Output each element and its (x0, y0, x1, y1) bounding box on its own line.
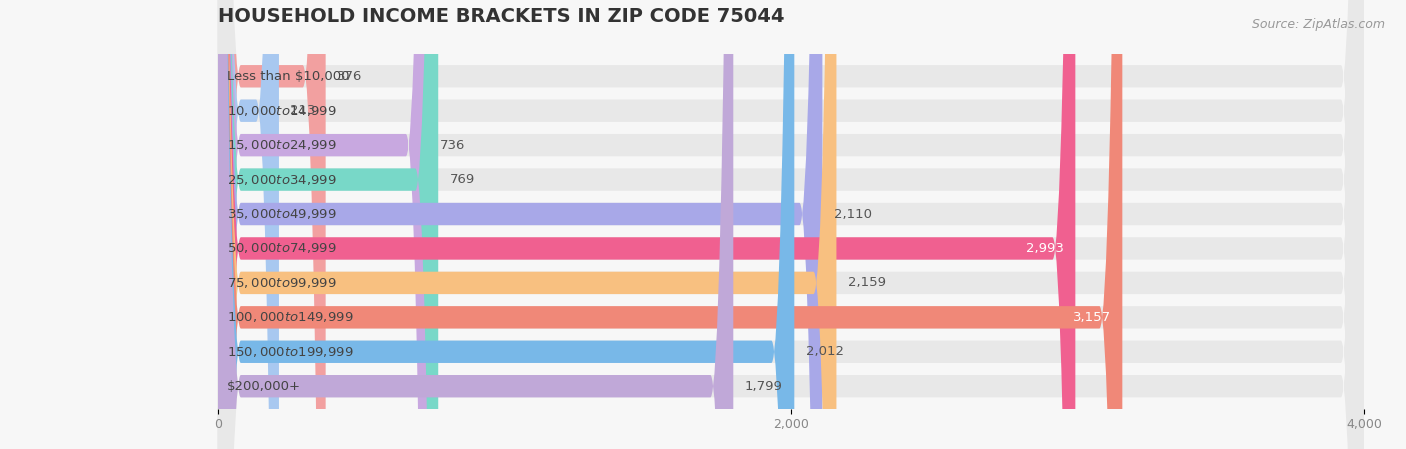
Text: 3,157: 3,157 (1073, 311, 1111, 324)
Text: $75,000 to $99,999: $75,000 to $99,999 (226, 276, 336, 290)
Text: $25,000 to $34,999: $25,000 to $34,999 (226, 172, 336, 187)
FancyBboxPatch shape (218, 0, 837, 449)
Text: $15,000 to $24,999: $15,000 to $24,999 (226, 138, 336, 152)
Text: 736: 736 (440, 139, 465, 152)
FancyBboxPatch shape (218, 0, 1076, 449)
FancyBboxPatch shape (218, 0, 1364, 449)
FancyBboxPatch shape (218, 0, 278, 449)
Text: 2,159: 2,159 (848, 277, 886, 290)
FancyBboxPatch shape (218, 0, 794, 449)
Text: 769: 769 (450, 173, 475, 186)
FancyBboxPatch shape (218, 0, 1364, 449)
Text: HOUSEHOLD INCOME BRACKETS IN ZIP CODE 75044: HOUSEHOLD INCOME BRACKETS IN ZIP CODE 75… (218, 6, 785, 26)
Text: Less than $10,000: Less than $10,000 (226, 70, 349, 83)
Text: 2,993: 2,993 (1026, 242, 1064, 255)
FancyBboxPatch shape (218, 0, 1364, 449)
Text: $200,000+: $200,000+ (226, 380, 301, 393)
Text: 213: 213 (291, 104, 316, 117)
Text: Source: ZipAtlas.com: Source: ZipAtlas.com (1251, 18, 1385, 31)
FancyBboxPatch shape (218, 0, 1364, 449)
FancyBboxPatch shape (218, 0, 823, 449)
FancyBboxPatch shape (218, 0, 1364, 449)
Text: $150,000 to $199,999: $150,000 to $199,999 (226, 345, 353, 359)
FancyBboxPatch shape (218, 0, 1122, 449)
Text: 1,799: 1,799 (745, 380, 783, 393)
FancyBboxPatch shape (218, 0, 1364, 449)
Text: $35,000 to $49,999: $35,000 to $49,999 (226, 207, 336, 221)
FancyBboxPatch shape (218, 0, 1364, 449)
FancyBboxPatch shape (218, 0, 1364, 449)
FancyBboxPatch shape (218, 0, 1364, 449)
Text: 376: 376 (337, 70, 363, 83)
FancyBboxPatch shape (218, 0, 326, 449)
FancyBboxPatch shape (218, 0, 734, 449)
Text: 2,110: 2,110 (834, 207, 872, 220)
Text: $100,000 to $149,999: $100,000 to $149,999 (226, 310, 353, 324)
FancyBboxPatch shape (218, 0, 439, 449)
Text: $10,000 to $14,999: $10,000 to $14,999 (226, 104, 336, 118)
FancyBboxPatch shape (218, 0, 1364, 449)
Text: 2,012: 2,012 (806, 345, 844, 358)
FancyBboxPatch shape (218, 0, 429, 449)
Text: $50,000 to $74,999: $50,000 to $74,999 (226, 242, 336, 255)
